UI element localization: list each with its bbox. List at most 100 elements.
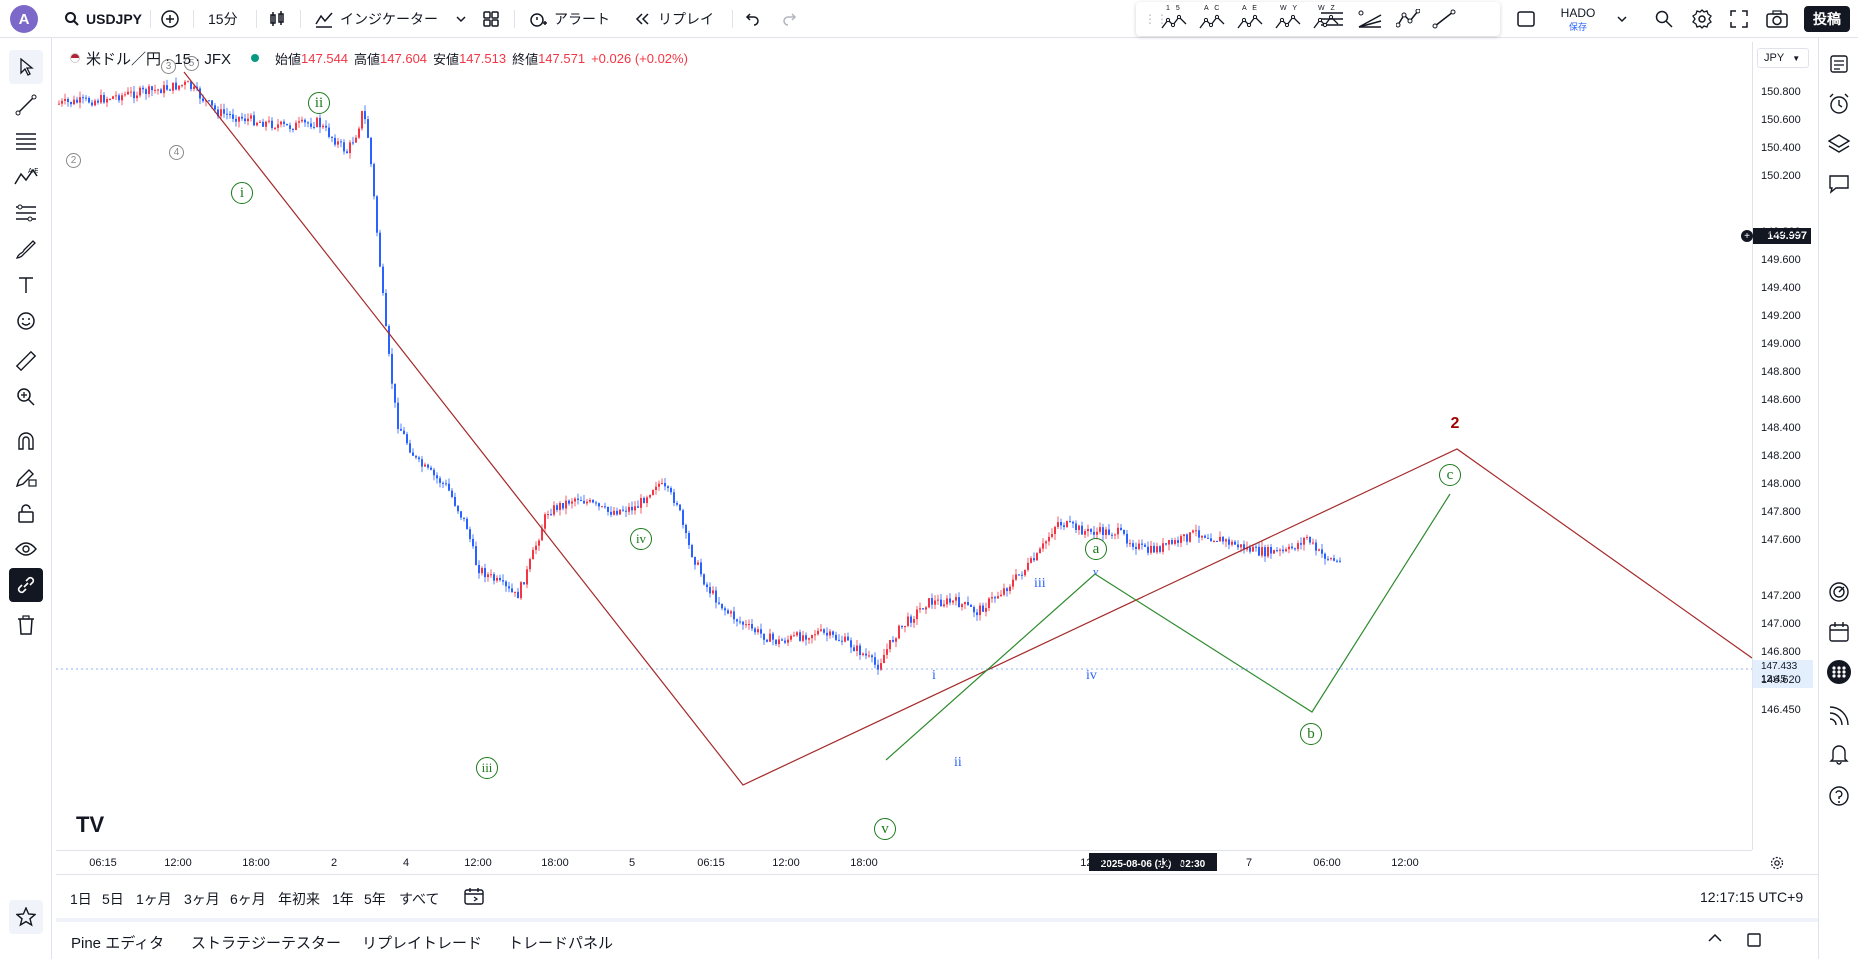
layout-dropdown[interactable] <box>1616 0 1628 38</box>
alert-button[interactable]: アラート <box>528 0 610 38</box>
interval-button[interactable]: 15分 <box>208 0 238 38</box>
bottom-tab[interactable]: Pine エディタ <box>71 935 165 952</box>
layouts-button[interactable] <box>482 0 500 38</box>
fullscreen-button[interactable] <box>1730 0 1748 38</box>
measure-tool[interactable] <box>9 344 43 378</box>
chats-button[interactable] <box>1825 170 1853 198</box>
streams-button[interactable] <box>1825 702 1853 730</box>
range-button[interactable]: 1ヶ月 <box>136 891 172 907</box>
quick-search-button[interactable] <box>1654 0 1674 38</box>
undo-button[interactable] <box>744 0 760 38</box>
scale-settings-button[interactable] <box>1770 856 1784 873</box>
subwave-label-iv[interactable]: iv <box>1086 668 1097 683</box>
indicators-button[interactable]: インジケーター <box>314 0 438 38</box>
brush-tool[interactable] <box>9 232 43 266</box>
compare-symbol-button[interactable] <box>160 0 180 38</box>
wave-label-iv[interactable]: iv <box>630 528 652 550</box>
products-button[interactable] <box>1825 658 1853 686</box>
settings-button[interactable] <box>1692 0 1712 38</box>
remove-drawings-tool[interactable] <box>9 608 43 642</box>
currency-dropdown[interactable]: JPY ▼ <box>1757 48 1809 68</box>
hide-drawings-tool[interactable] <box>9 532 43 566</box>
trend-line-tool[interactable] <box>1432 2 1456 36</box>
indicators-dropdown[interactable] <box>455 0 467 38</box>
lock-all-tool[interactable] <box>9 496 43 530</box>
magnet-tool[interactable] <box>9 424 43 458</box>
range-button[interactable]: 5年 <box>364 891 386 907</box>
grey-wave-label-5[interactable]: 5 <box>184 56 199 71</box>
goto-date-button[interactable] <box>464 887 484 908</box>
range-button[interactable]: 1年 <box>332 891 354 907</box>
grey-wave-label-3[interactable]: 3 <box>161 59 176 74</box>
elliott-wave-tool[interactable]: W Z <box>1312 5 1342 33</box>
icon-tool[interactable] <box>9 304 43 338</box>
wave-label-iii[interactable]: iii <box>476 757 498 779</box>
elliott-wave-tool[interactable]: A E <box>1236 5 1266 33</box>
snapshot-button[interactable] <box>1766 0 1788 38</box>
cursor-tool[interactable] <box>9 50 43 84</box>
notifications-button[interactable] <box>1825 740 1853 768</box>
range-button[interactable]: 3ヶ月 <box>184 891 220 907</box>
red-wave-line[interactable] <box>183 71 1752 786</box>
trend-line-tool[interactable] <box>9 88 43 122</box>
zoom-tool[interactable] <box>9 380 43 414</box>
fib-tool[interactable] <box>9 124 43 158</box>
time-axis[interactable]: 2025-08-06 (水) 02:30 06:15 12:00 18:00 2 4 12… <box>56 850 1752 874</box>
legend-title[interactable]: 米ドル／円 · 15 · JFX <box>86 50 232 68</box>
wave-label-ii[interactable]: ii <box>308 92 330 114</box>
price-scale[interactable]: JPY ▼ 149.997 + 147.433 12:45 150.800 150… <box>1741 42 1818 850</box>
bottom-tab[interactable]: トレードパネル <box>508 935 614 952</box>
bottom-tab[interactable]: リプレイトレード <box>362 935 483 952</box>
redo-button[interactable] <box>782 0 798 38</box>
calendar-button[interactable] <box>1825 618 1853 646</box>
bottom-tab[interactable]: ストラテジーテスター <box>191 935 342 952</box>
wave-label-i[interactable]: i <box>231 182 253 204</box>
subwave-label-iii[interactable]: iii <box>1034 576 1046 591</box>
elliott-wave-tool[interactable]: A C <box>1198 5 1228 33</box>
elliott-wave-tool[interactable]: 1 5 <box>1160 5 1190 33</box>
replay-button[interactable]: リプレイ <box>634 0 714 38</box>
wave-label-v[interactable]: v <box>874 818 896 840</box>
range-button[interactable]: 5日 <box>102 891 124 907</box>
green-wave-line[interactable] <box>885 493 1451 761</box>
range-button[interactable]: 1日 <box>70 891 92 907</box>
symbol-search-button[interactable]: USDJPY <box>64 0 142 38</box>
price-chart[interactable]: TV <box>56 42 1752 850</box>
wave-label-a[interactable]: a <box>1085 538 1107 560</box>
maximize-panel-button[interactable] <box>1746 932 1762 951</box>
range-button[interactable]: すべて <box>399 891 440 907</box>
collapse-panel-button[interactable] <box>1707 932 1723 947</box>
text-tool[interactable] <box>9 268 43 302</box>
object-tree-button[interactable] <box>1825 130 1853 158</box>
watchlist-button[interactable] <box>1825 50 1853 78</box>
help-button[interactable] <box>1825 782 1853 810</box>
pattern-tool[interactable]: A E <box>9 160 43 194</box>
grey-wave-label-4[interactable]: 4 <box>169 145 184 160</box>
wave-label-c[interactable]: c <box>1439 464 1461 486</box>
alerts-button[interactable] <box>1825 90 1853 118</box>
subwave-label-i[interactable]: i <box>932 668 936 683</box>
user-avatar[interactable]: A <box>10 5 38 33</box>
subwave-label-v[interactable]: v <box>1093 566 1099 578</box>
wave-label-2[interactable]: 2 <box>1450 415 1460 432</box>
clock-timezone[interactable]: 12:17:15 UTC+9 <box>1700 889 1804 905</box>
sync-drawings-tool[interactable] <box>9 568 43 602</box>
forecast-tool[interactable] <box>9 196 43 230</box>
add-price-icon[interactable]: + <box>1741 230 1753 242</box>
layout-name-button[interactable]: HADO 保存 <box>1556 0 1600 38</box>
pattern-tool[interactable] <box>1396 2 1420 36</box>
post-button[interactable]: 投稿 <box>1804 6 1850 32</box>
hotlists-button[interactable] <box>1825 578 1853 606</box>
layout-square-button[interactable] <box>1516 0 1536 38</box>
drag-handle-icon[interactable]: ⋮⋮ <box>1144 12 1168 26</box>
wave-label-b[interactable]: b <box>1300 723 1322 745</box>
fib-fan-tool[interactable] <box>1358 2 1382 36</box>
subwave-label-ii[interactable]: ii <box>954 755 962 770</box>
range-button[interactable]: 年初来 <box>278 891 320 907</box>
chart-type-button[interactable] <box>268 0 286 38</box>
lock-drawing-tool[interactable] <box>9 460 43 494</box>
elliott-wave-tool[interactable]: W Y <box>1274 5 1304 33</box>
range-button[interactable]: 6ヶ月 <box>230 891 266 907</box>
grey-wave-label-2[interactable]: 2 <box>66 153 81 168</box>
favorites-button[interactable] <box>9 900 43 934</box>
